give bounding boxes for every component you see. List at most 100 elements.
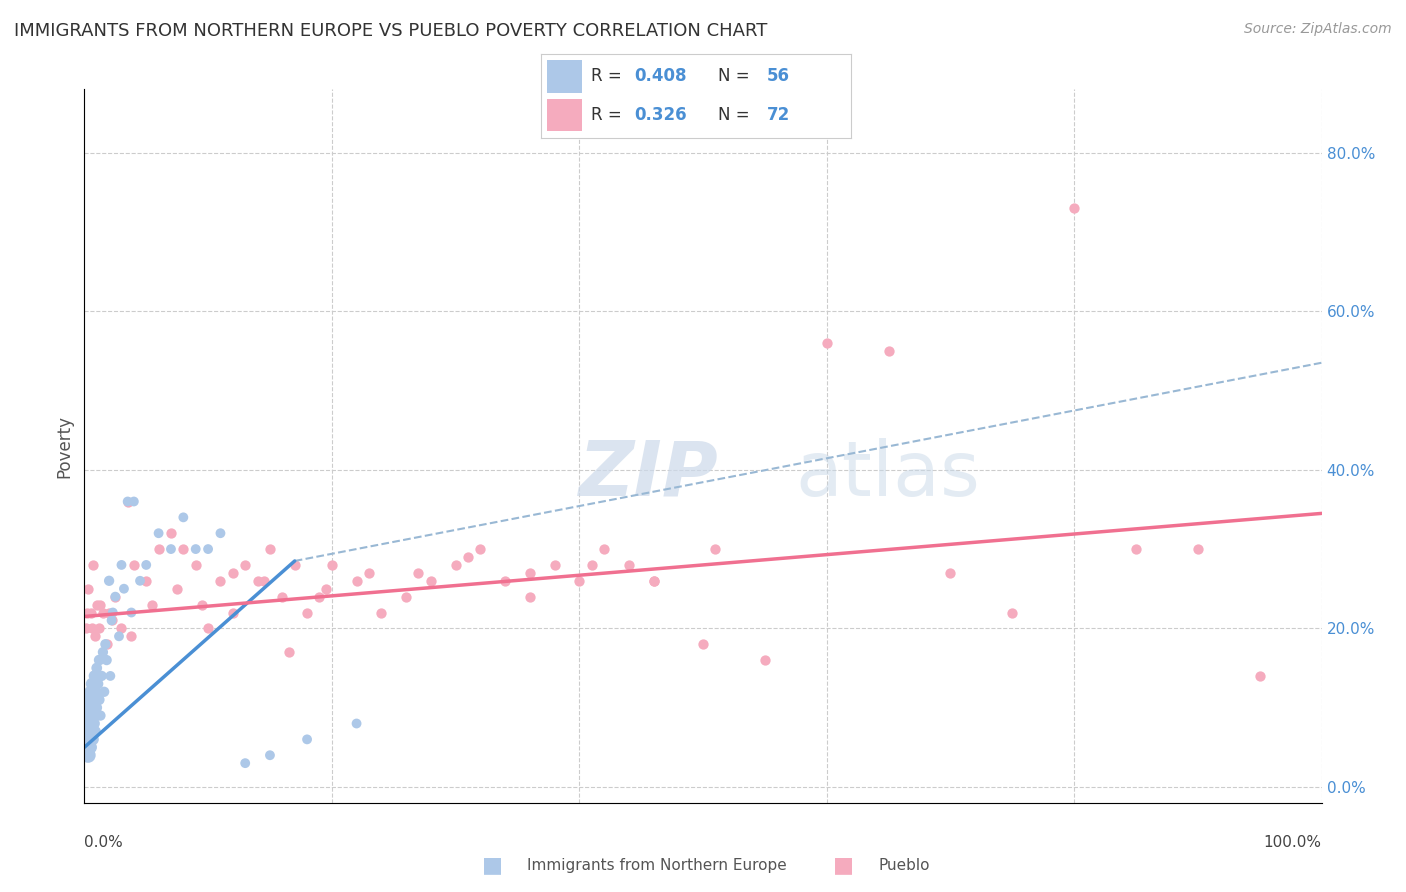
Point [543,558,565,572]
Point [82,558,104,572]
Text: IMMIGRANTS FROM NORTHERN EUROPE VS PUEBLO POVERTY CORRELATION CHART: IMMIGRANTS FROM NORTHERN EUROPE VS PUEBL… [14,22,768,40]
Point [117,494,139,508]
Point [80,677,103,691]
Point [321,558,343,572]
Point [704,542,727,557]
Point [79,740,101,755]
Point [86,598,108,612]
Point [108,629,131,643]
Point [76,606,98,620]
Point [122,558,145,572]
Point [84,629,107,643]
Point [76,716,98,731]
Point [75,621,97,635]
Point [184,558,207,572]
Point [197,542,219,557]
Bar [547,61,582,93]
Point [84,724,107,739]
Point [815,335,838,350]
Point [277,645,299,659]
Point [79,732,101,747]
Point [457,549,479,564]
Point [295,732,318,747]
Bar [547,99,582,131]
Text: 56: 56 [768,68,790,86]
Point [104,590,127,604]
Point [83,692,105,706]
Text: N =: N = [717,106,755,124]
Point [79,685,101,699]
Point [86,700,108,714]
Point [89,621,111,635]
Point [160,542,183,557]
Point [91,606,114,620]
Point [271,590,294,604]
Point [77,724,100,739]
Point [160,526,183,541]
Point [79,716,101,731]
Point [643,574,665,588]
Point [222,606,245,620]
Point [494,574,516,588]
Point [141,598,163,612]
Point [90,669,112,683]
Point [135,558,157,572]
Point [84,685,107,699]
Point [395,590,418,604]
Point [148,542,170,557]
Point [110,558,132,572]
Point [1001,606,1024,620]
Point [209,526,232,541]
Point [120,629,142,643]
Point [89,692,111,706]
Text: Immigrants from Northern Europe: Immigrants from Northern Europe [527,858,787,872]
Point [96,637,118,651]
Point [233,756,256,771]
Text: Source: ZipAtlas.com: Source: ZipAtlas.com [1244,22,1392,37]
Point [357,566,380,580]
Point [79,692,101,706]
Point [91,645,114,659]
Point [112,582,135,596]
Text: 72: 72 [768,106,790,124]
Point [315,582,337,596]
Point [83,716,105,731]
Point [617,558,640,572]
Point [98,606,121,620]
Point [346,574,368,588]
Point [117,494,139,508]
Point [89,653,111,667]
Point [1249,669,1271,683]
Point [253,574,276,588]
Text: ■: ■ [834,855,853,875]
Text: 0.326: 0.326 [634,106,686,124]
Point [197,621,219,635]
Point [76,740,98,755]
Point [184,542,207,557]
Point [77,748,100,763]
Point [86,661,108,675]
Point [172,542,194,557]
Point [191,598,214,612]
Point [101,606,124,620]
Point [233,558,256,572]
Point [98,669,121,683]
Point [419,574,441,588]
Point [1187,542,1209,557]
Point [246,574,269,588]
Point [77,700,100,714]
Point [89,708,111,723]
Point [259,542,281,557]
Point [308,590,330,604]
Text: N =: N = [717,68,755,86]
Point [96,653,118,667]
Point [346,716,368,731]
Point [94,637,117,651]
Point [877,343,900,358]
Point [470,542,492,557]
Point [80,621,103,635]
Point [120,606,142,620]
Point [80,724,103,739]
Point [129,574,152,588]
Point [75,732,97,747]
